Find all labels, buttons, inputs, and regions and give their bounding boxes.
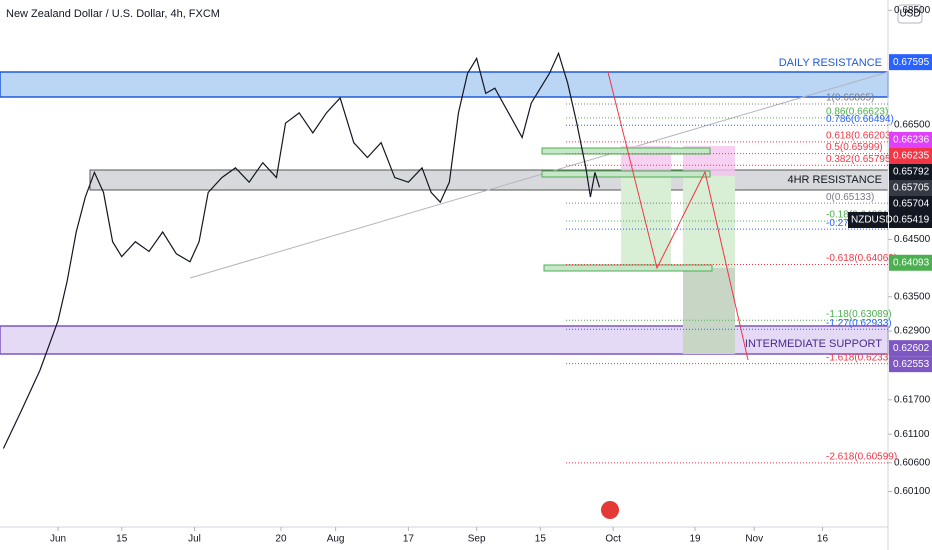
price-tag xyxy=(889,179,932,196)
fib-label: 0.382(0.65795) xyxy=(826,154,894,165)
x-tick-label: Jul xyxy=(188,534,201,545)
x-tick-label: Sep xyxy=(468,534,486,545)
y-tick-label: 0.61700 xyxy=(894,394,931,405)
y-tick-label: 0.62900 xyxy=(894,326,931,337)
fib-label: 0(0.65133) xyxy=(826,192,874,203)
symbol-tag-label: NZDUSD xyxy=(851,215,893,226)
price-tag-label: 0.66236 xyxy=(893,135,930,146)
fib-label: 0.618(0.66203) xyxy=(826,131,894,142)
price-tag xyxy=(889,147,932,164)
price-tag xyxy=(889,340,932,357)
trend-line xyxy=(189,71,889,279)
x-tick-label: 20 xyxy=(275,534,287,545)
logo xyxy=(601,501,619,519)
zone-label: INTERMEDIATE SUPPORT xyxy=(745,338,882,350)
four-hour-resistance-zone xyxy=(89,169,889,191)
price-tag-label: 0.62602 xyxy=(893,343,930,354)
price-tag-label: 0.65419 xyxy=(893,215,930,226)
fib-label: -0.27 xyxy=(826,218,849,229)
fib-label: -2.618(0.60599) xyxy=(826,452,897,463)
price-tag xyxy=(889,54,932,71)
fib-label: -1.27(0.62933) xyxy=(826,318,892,329)
currency-label[interactable]: USD xyxy=(899,9,920,20)
level-box xyxy=(541,170,711,178)
y-tick-label: 0.63500 xyxy=(894,291,931,302)
price-tag xyxy=(889,211,932,228)
daily-resistance-zone xyxy=(0,71,889,98)
price-tag-label: 0.66235 xyxy=(893,151,930,162)
projection-path xyxy=(607,71,749,361)
y-tick-label: 0.66500 xyxy=(894,120,931,131)
reward-box xyxy=(683,268,735,354)
x-tick-label: Oct xyxy=(605,534,621,545)
y-tick-label: 0.60100 xyxy=(894,486,931,497)
price-tag xyxy=(889,131,932,148)
fib-label: 0.5(0.65999) xyxy=(826,142,883,153)
x-tick-label: Nov xyxy=(745,534,763,545)
fib-label: -1.18(0.63089) xyxy=(826,309,892,320)
price-line xyxy=(2,51,601,449)
zone-label: 4HR RESISTANCE xyxy=(787,174,882,186)
price-tag-label: 0.65705 xyxy=(893,183,930,194)
level-box xyxy=(543,264,713,272)
price-tag xyxy=(889,195,932,212)
price-tag xyxy=(889,163,932,180)
price-tag-label: 0.65792 xyxy=(893,167,930,178)
price-tag-label: 0.65704 xyxy=(893,199,930,210)
price-tag-label: 0.62553 xyxy=(893,359,930,370)
fib-label: 0.86(0.66623) xyxy=(826,106,888,117)
fib-label: 1(0.66865) xyxy=(826,93,874,104)
price-tag xyxy=(889,254,932,271)
currency-button[interactable] xyxy=(897,4,923,24)
y-tick-label: 0.60600 xyxy=(894,457,931,468)
price-tag xyxy=(889,356,932,373)
x-tick-label: 19 xyxy=(690,534,702,545)
fib-label: -1.618(0.62331) xyxy=(826,352,897,363)
x-tick-label: 15 xyxy=(535,534,547,545)
x-tick-label: 16 xyxy=(817,534,829,545)
chart-title: New Zealand Dollar / U.S. Dollar, 4h, FX… xyxy=(6,8,220,20)
symbol-tag xyxy=(848,211,888,228)
zone-label: DAILY RESISTANCE xyxy=(779,57,882,69)
price-tag-label: 0.67595 xyxy=(893,57,930,68)
x-tick-label: Jun xyxy=(50,534,66,545)
y-tick-label: 0.68500 xyxy=(894,5,931,16)
y-tick-label: 0.64500 xyxy=(894,234,931,245)
y-tick-label: 0.61100 xyxy=(894,429,930,440)
fib-label: -0.618(0.64063) xyxy=(826,253,897,264)
x-tick-label: 17 xyxy=(403,534,415,545)
price-tag-label: 0.64093 xyxy=(893,257,930,268)
fib-label: 0.786(0.66494) xyxy=(826,114,894,125)
x-tick-label: Aug xyxy=(327,534,345,545)
x-tick-label: 15 xyxy=(116,534,128,545)
